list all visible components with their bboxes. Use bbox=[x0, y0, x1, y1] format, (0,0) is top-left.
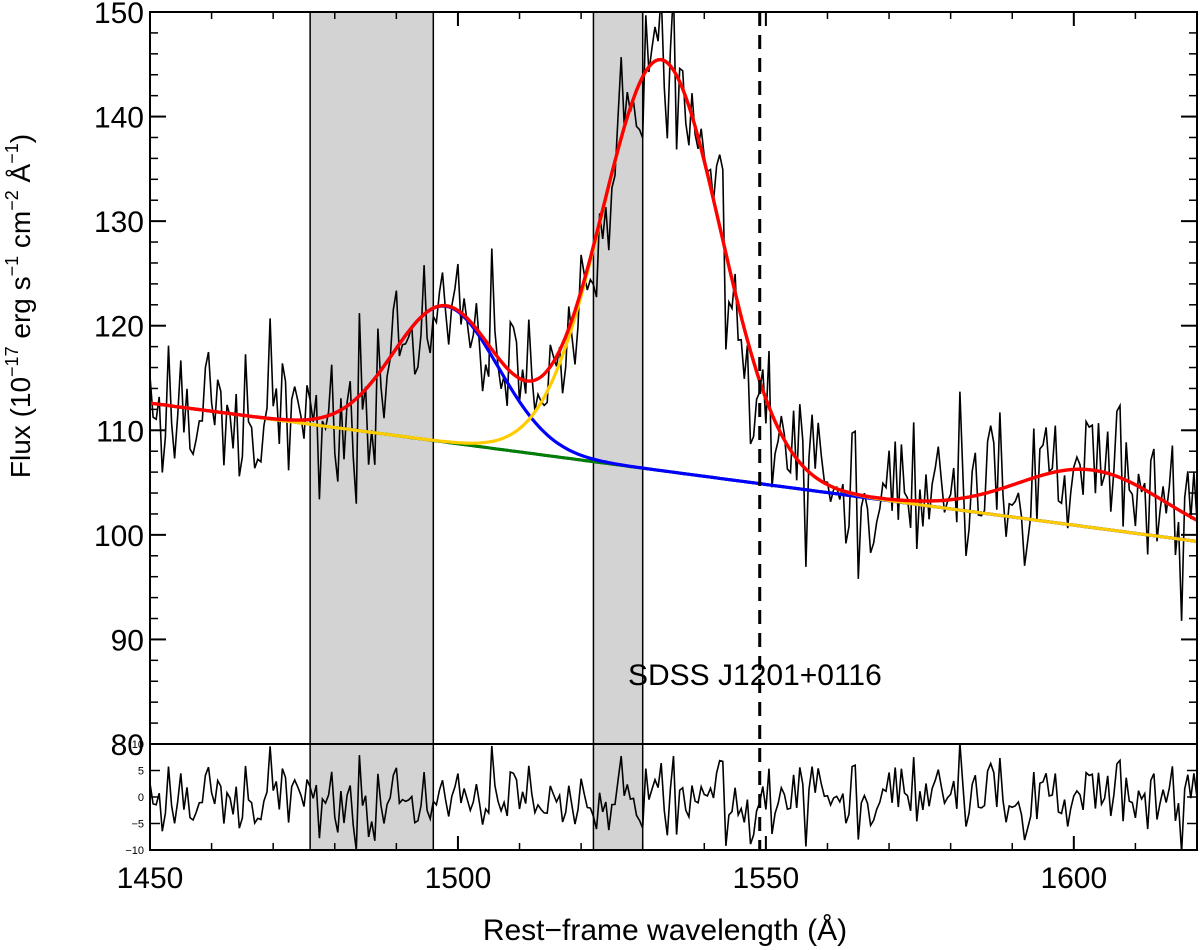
x-tick-label: 1600 bbox=[1040, 862, 1107, 895]
yellow-component-line bbox=[150, 58, 1197, 543]
y-title-mid1: erg s bbox=[5, 276, 36, 346]
x-tick-label: 1550 bbox=[733, 862, 800, 895]
y-axis-title: Flux (10−17 erg s−1 cm−2 Å−1) bbox=[2, 134, 36, 478]
residual-y-tick-label: −10 bbox=[125, 845, 144, 857]
y-title-mid2: cm bbox=[5, 211, 36, 256]
masked-region-1 bbox=[309, 11, 435, 745]
masked-region-2 bbox=[592, 11, 644, 745]
y-tick-label: 140 bbox=[94, 102, 144, 135]
x-axis-title: Rest−frame wavelength (Å) bbox=[483, 914, 847, 947]
y-title-suffix: ) bbox=[5, 134, 36, 143]
axis-ticks bbox=[149, 11, 1197, 851]
y-tick-label: 100 bbox=[94, 520, 144, 553]
y-title-exp1: −17 bbox=[2, 346, 22, 377]
x-tick-label: 1500 bbox=[425, 862, 492, 895]
y-tick-label: 80 bbox=[111, 729, 144, 762]
residual-y-tick-label: 5 bbox=[138, 766, 144, 778]
y-title-exp2: −1 bbox=[2, 256, 22, 277]
y-title-prefix: Flux (10 bbox=[5, 377, 36, 478]
y-tick-label: 120 bbox=[94, 311, 144, 344]
total-fit-line bbox=[150, 57, 1197, 522]
y-tick-label: 110 bbox=[96, 415, 144, 448]
residual-y-tick-label: 10 bbox=[132, 739, 144, 751]
y-tick-label: 150 bbox=[94, 0, 144, 30]
main-panel-frame bbox=[149, 11, 1198, 745]
residual-y-tick-label: 0 bbox=[138, 792, 144, 804]
y-title-exp4: −1 bbox=[2, 143, 22, 164]
y-title-mid3: Å bbox=[5, 163, 36, 190]
observed-spectrum-line bbox=[150, 12, 1197, 621]
y-title-exp3: −2 bbox=[2, 190, 22, 211]
y-tick-label: 90 bbox=[111, 624, 144, 657]
residual-line bbox=[150, 744, 1197, 850]
y-tick-label: 130 bbox=[94, 206, 144, 239]
axis-tick-labels: 1450 1500 1550 16008090100110120130140150−1… bbox=[94, 0, 1107, 895]
residual-y-tick-label: −5 bbox=[131, 819, 144, 831]
x-tick-label: 1450 bbox=[117, 862, 184, 895]
residual-masked-region-1 bbox=[309, 743, 435, 851]
masked-regions bbox=[309, 11, 644, 745]
object-label: SDSS J1201+0116 bbox=[628, 659, 882, 692]
